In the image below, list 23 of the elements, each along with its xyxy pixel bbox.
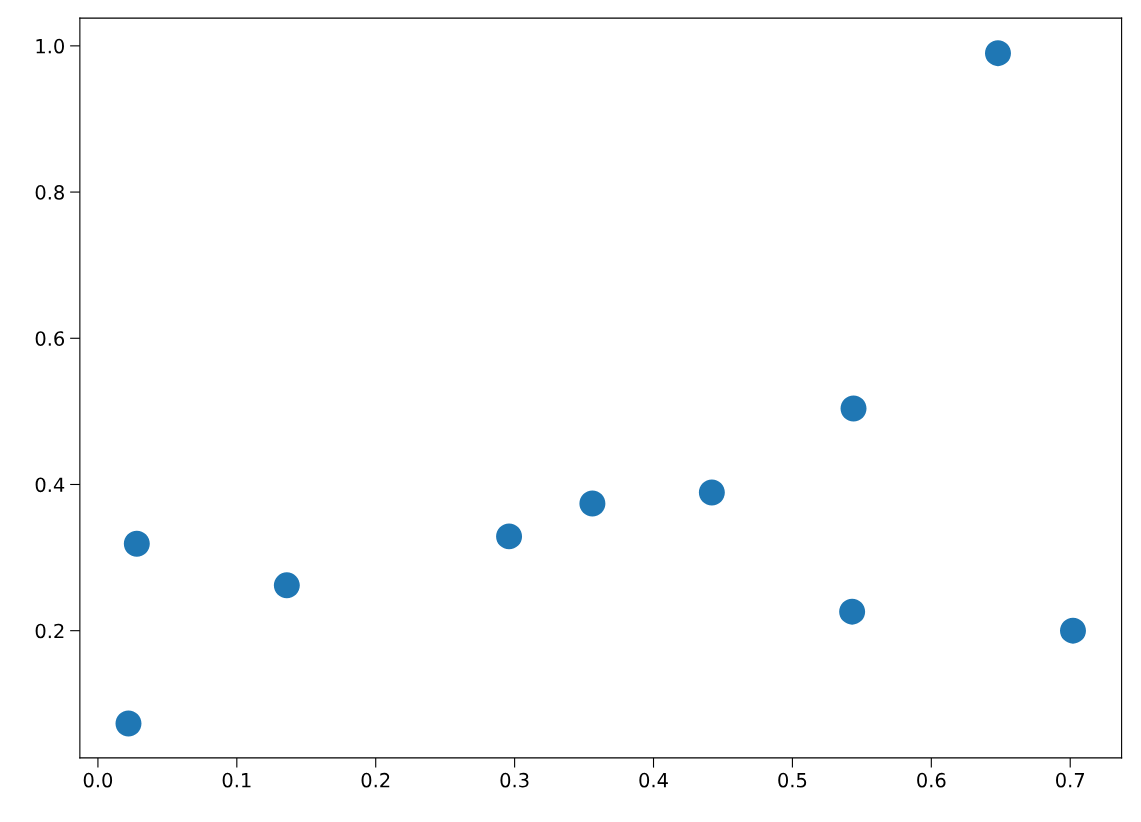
y-tick-label: 0.8: [35, 185, 64, 200]
x-tick-label: 0.6: [917, 772, 946, 788]
point: [1060, 617, 1086, 644]
x-tick-label: 0.0: [83, 772, 113, 788]
point: [579, 490, 606, 517]
x-tick-label: 0.3: [500, 772, 529, 788]
y-tick-label: 1.0: [36, 38, 64, 54]
x-tick-label: 0.4: [639, 772, 668, 788]
point: [123, 530, 150, 557]
x-tick-label: 0.7: [1056, 772, 1085, 788]
x-tick-label: 0.1: [222, 772, 251, 788]
point: [496, 523, 523, 550]
x-tick-label: 0.5: [778, 772, 807, 788]
point: [115, 710, 142, 737]
point: [840, 395, 867, 422]
y-tick-label: 0.4: [35, 477, 65, 493]
point: [984, 40, 1011, 67]
point: [273, 572, 300, 599]
y-tick-label: 0.2: [35, 623, 64, 639]
point: [698, 479, 725, 506]
y-tick-label: 0.6: [35, 331, 65, 346]
point: [839, 598, 866, 625]
x-tick-label: 0.2: [361, 772, 390, 788]
